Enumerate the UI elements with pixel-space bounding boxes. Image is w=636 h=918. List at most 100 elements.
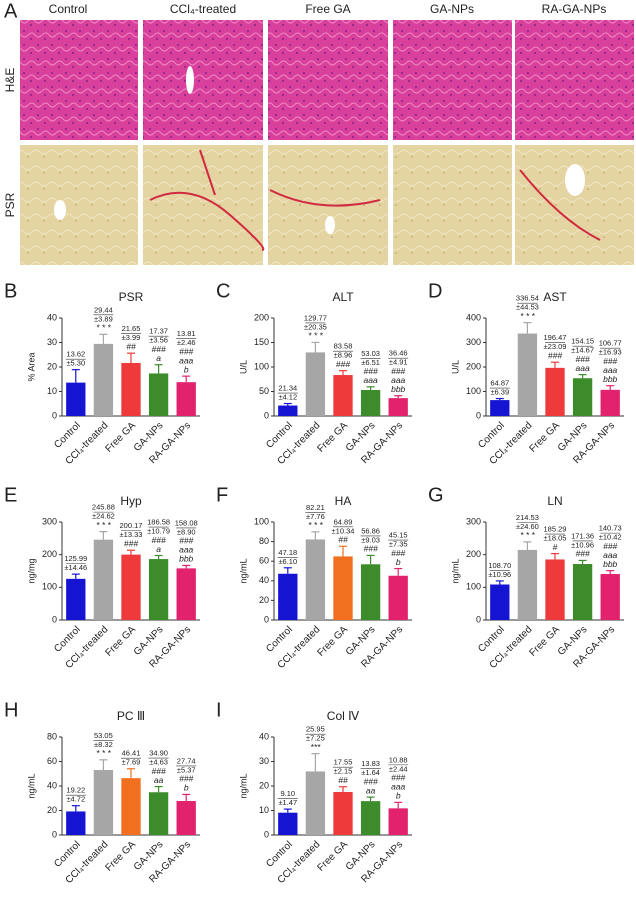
value-label: 25.95 — [306, 725, 325, 734]
panel-letter: I — [216, 699, 222, 721]
column-label: Control — [49, 2, 88, 16]
column-label: CCl₄-treated — [170, 2, 236, 16]
bar — [278, 812, 298, 835]
bar — [517, 333, 538, 416]
y-tick-label: 0 — [52, 829, 57, 839]
micrograph — [143, 20, 263, 140]
y-tick-label: 300 — [466, 337, 481, 347]
significance: b — [396, 791, 401, 801]
bar — [176, 568, 196, 620]
value-label: 171.36 — [571, 531, 594, 540]
significance: ## — [338, 535, 348, 545]
value-label: 108.70 — [488, 561, 511, 570]
vessel — [186, 66, 194, 94]
value-label: 56.86 — [361, 526, 380, 535]
value-label: 64.87 — [490, 379, 509, 388]
significance: ### — [364, 776, 378, 786]
significance: ### — [152, 344, 166, 354]
significance: aaa — [603, 550, 617, 560]
value-label: 21.34 — [278, 384, 297, 393]
significance: ### — [364, 366, 378, 376]
bar — [360, 801, 381, 835]
y-tick-label: 200 — [254, 312, 269, 322]
chart-title: LN — [547, 494, 562, 508]
x-tick-label: Free GA — [315, 420, 350, 455]
value-label: 17.55 — [334, 758, 353, 767]
bar — [93, 539, 114, 620]
error-label: ±16.93 — [599, 348, 622, 357]
value-label: 83.58 — [334, 342, 353, 351]
y-axis-label: % Area — [26, 352, 36, 381]
y-tick-label: 30 — [259, 756, 269, 766]
value-label: 336.54 — [516, 294, 539, 303]
significance: aaa — [603, 365, 617, 375]
y-axis-label: U/L — [238, 360, 248, 374]
error-label: ±10.42 — [599, 533, 622, 542]
error-label: ±23.09 — [544, 342, 567, 351]
bar — [388, 398, 408, 416]
micrograph — [393, 145, 512, 265]
value-label: 186.58 — [147, 518, 170, 527]
bar — [545, 559, 565, 620]
x-tick-label: Free GA — [103, 624, 138, 659]
micrograph — [143, 145, 263, 265]
significance: * * * — [96, 520, 111, 530]
error-label: ±3.89 — [94, 314, 113, 323]
micrographs — [20, 20, 634, 265]
significance: ### — [179, 774, 193, 784]
significance: b — [184, 783, 189, 793]
bar — [388, 575, 408, 620]
y-tick-label: 150 — [254, 337, 269, 347]
significance: aaa — [391, 782, 405, 792]
panel-letter: E — [4, 484, 17, 506]
y-tick-label: 60 — [47, 756, 57, 766]
error-label: ±4.63 — [149, 758, 168, 767]
column-label: RA-GA-NPs — [542, 2, 607, 16]
error-label: ±44.53 — [516, 303, 539, 312]
bar — [545, 367, 565, 416]
significance: ### — [336, 359, 350, 369]
bar — [121, 362, 141, 416]
chart-title: HA — [335, 494, 352, 508]
bar — [600, 389, 620, 416]
y-axis-label: ng/mg — [26, 558, 36, 583]
x-tick-label: Free GA — [527, 420, 562, 455]
y-tick-label: 300 — [466, 516, 481, 526]
bar — [490, 400, 510, 416]
panel-letter: A — [4, 0, 18, 22]
y-tick-label: 100 — [254, 516, 269, 526]
fibrosis — [149, 149, 601, 251]
bar — [121, 778, 141, 835]
y-tick-label: 10 — [259, 805, 269, 815]
y-tick-label: 200 — [42, 549, 57, 559]
error-label: ±10.96 — [571, 540, 594, 549]
significance: a — [156, 544, 161, 554]
error-label: ±8.96 — [334, 351, 353, 360]
value-label: 53.05 — [94, 731, 113, 740]
significance: bbb — [179, 554, 193, 564]
value-label: 27.74 — [177, 756, 196, 765]
value-label: 129.77 — [304, 313, 327, 322]
y-axis-label: ng/mL — [450, 558, 460, 583]
bar — [600, 574, 620, 620]
bar — [333, 375, 353, 416]
error-label: ±14.46 — [64, 563, 87, 572]
bar — [572, 564, 593, 620]
value-label: 106.77 — [599, 339, 622, 348]
significance: ### — [391, 366, 405, 376]
x-tick-label: Free GA — [527, 624, 562, 659]
error-label: ±4.91 — [389, 358, 408, 367]
error-label: ±10.34 — [332, 526, 355, 535]
significance: ### — [391, 773, 405, 783]
chart-title: AST — [543, 290, 567, 304]
significance: ### — [603, 541, 617, 551]
significance: aaa — [179, 545, 193, 555]
bar — [490, 584, 510, 620]
significance: a — [156, 353, 161, 363]
micrograph — [515, 145, 634, 265]
bar — [305, 539, 326, 620]
y-tick-label: 10 — [47, 386, 57, 396]
y-tick-label: 30 — [47, 337, 57, 347]
